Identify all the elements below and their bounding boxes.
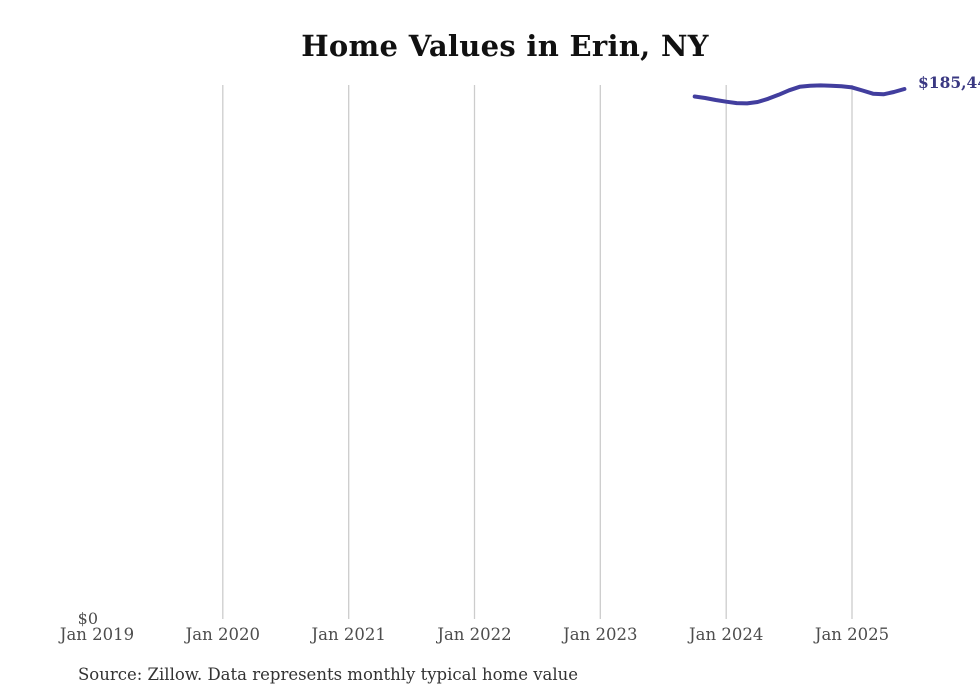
x-tick-label: Jan 2025 [814,625,890,644]
x-tick-label: Jan 2019 [59,625,135,644]
chart-title: Home Values in Erin, NY [301,29,709,63]
x-tick-label: Jan 2020 [185,625,260,644]
x-tick-label: Jan 2024 [689,625,764,644]
home-value-line [692,83,907,106]
end-value-label: $185,44 [918,73,980,92]
x-tick-label: Jan 2021 [311,625,386,644]
x-tick-label: Jan 2023 [563,625,638,644]
x-tick-label: Jan 2022 [437,625,512,644]
source-note: Source: Zillow. Data represents monthly … [78,665,579,684]
y-axis-zero-label: $0 [77,609,98,628]
